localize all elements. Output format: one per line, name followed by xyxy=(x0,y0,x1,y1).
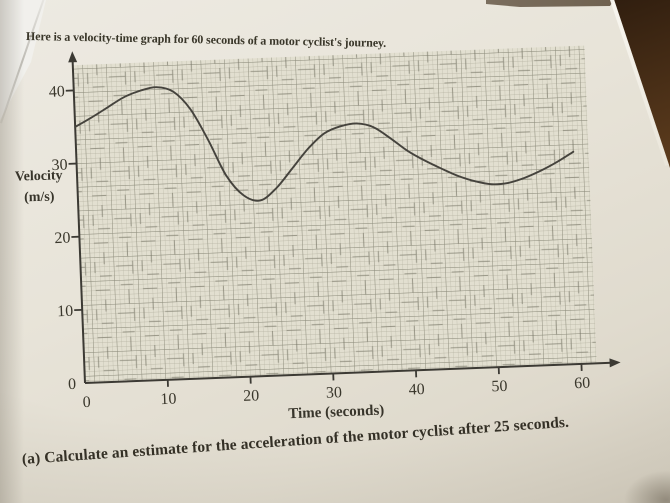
left-edge-shadow xyxy=(0,0,24,503)
x-tick-labels: 0 10 20 30 40 50 60 xyxy=(82,375,590,411)
axes xyxy=(65,59,612,387)
x-tick-60: 60 xyxy=(574,375,591,393)
y-axis-arrow-icon xyxy=(68,51,78,63)
x-tick-40: 40 xyxy=(408,381,425,399)
x-tick-0: 0 xyxy=(82,394,91,411)
velocity-time-graph: 40 30 20 10 0 0 10 20 30 40 50 60 Time (… xyxy=(48,45,621,423)
grid-photo-noise xyxy=(72,45,597,383)
x-axis-line xyxy=(84,361,612,384)
y-axis-ticks xyxy=(65,89,83,312)
y-tick-10: 10 xyxy=(57,303,74,321)
y-tick-40: 40 xyxy=(48,83,65,101)
x-axis-arrow-icon xyxy=(609,358,621,368)
y-axis-title: Velocity (m/s) xyxy=(3,165,74,209)
y-tick-20: 20 xyxy=(54,229,71,247)
x-tick-20: 20 xyxy=(243,387,260,405)
chart-plot-area xyxy=(72,45,597,383)
y-axis-line xyxy=(71,59,86,384)
x-axis-ticks xyxy=(166,363,583,387)
x-tick-10: 10 xyxy=(160,391,177,409)
y-axis-title-line1: Velocity xyxy=(14,168,63,185)
x-tick-50: 50 xyxy=(491,378,508,396)
y-axis-title-line2: (m/s) xyxy=(23,189,55,206)
y-tick-30: 30 xyxy=(51,157,68,175)
y-tick-0: 0 xyxy=(68,376,77,393)
y-tick-labels: 40 30 20 10 0 xyxy=(48,83,76,393)
x-axis-title: Time (seconds) xyxy=(288,403,385,423)
x-tick-30: 30 xyxy=(326,384,343,402)
velocity-curve xyxy=(74,86,575,202)
